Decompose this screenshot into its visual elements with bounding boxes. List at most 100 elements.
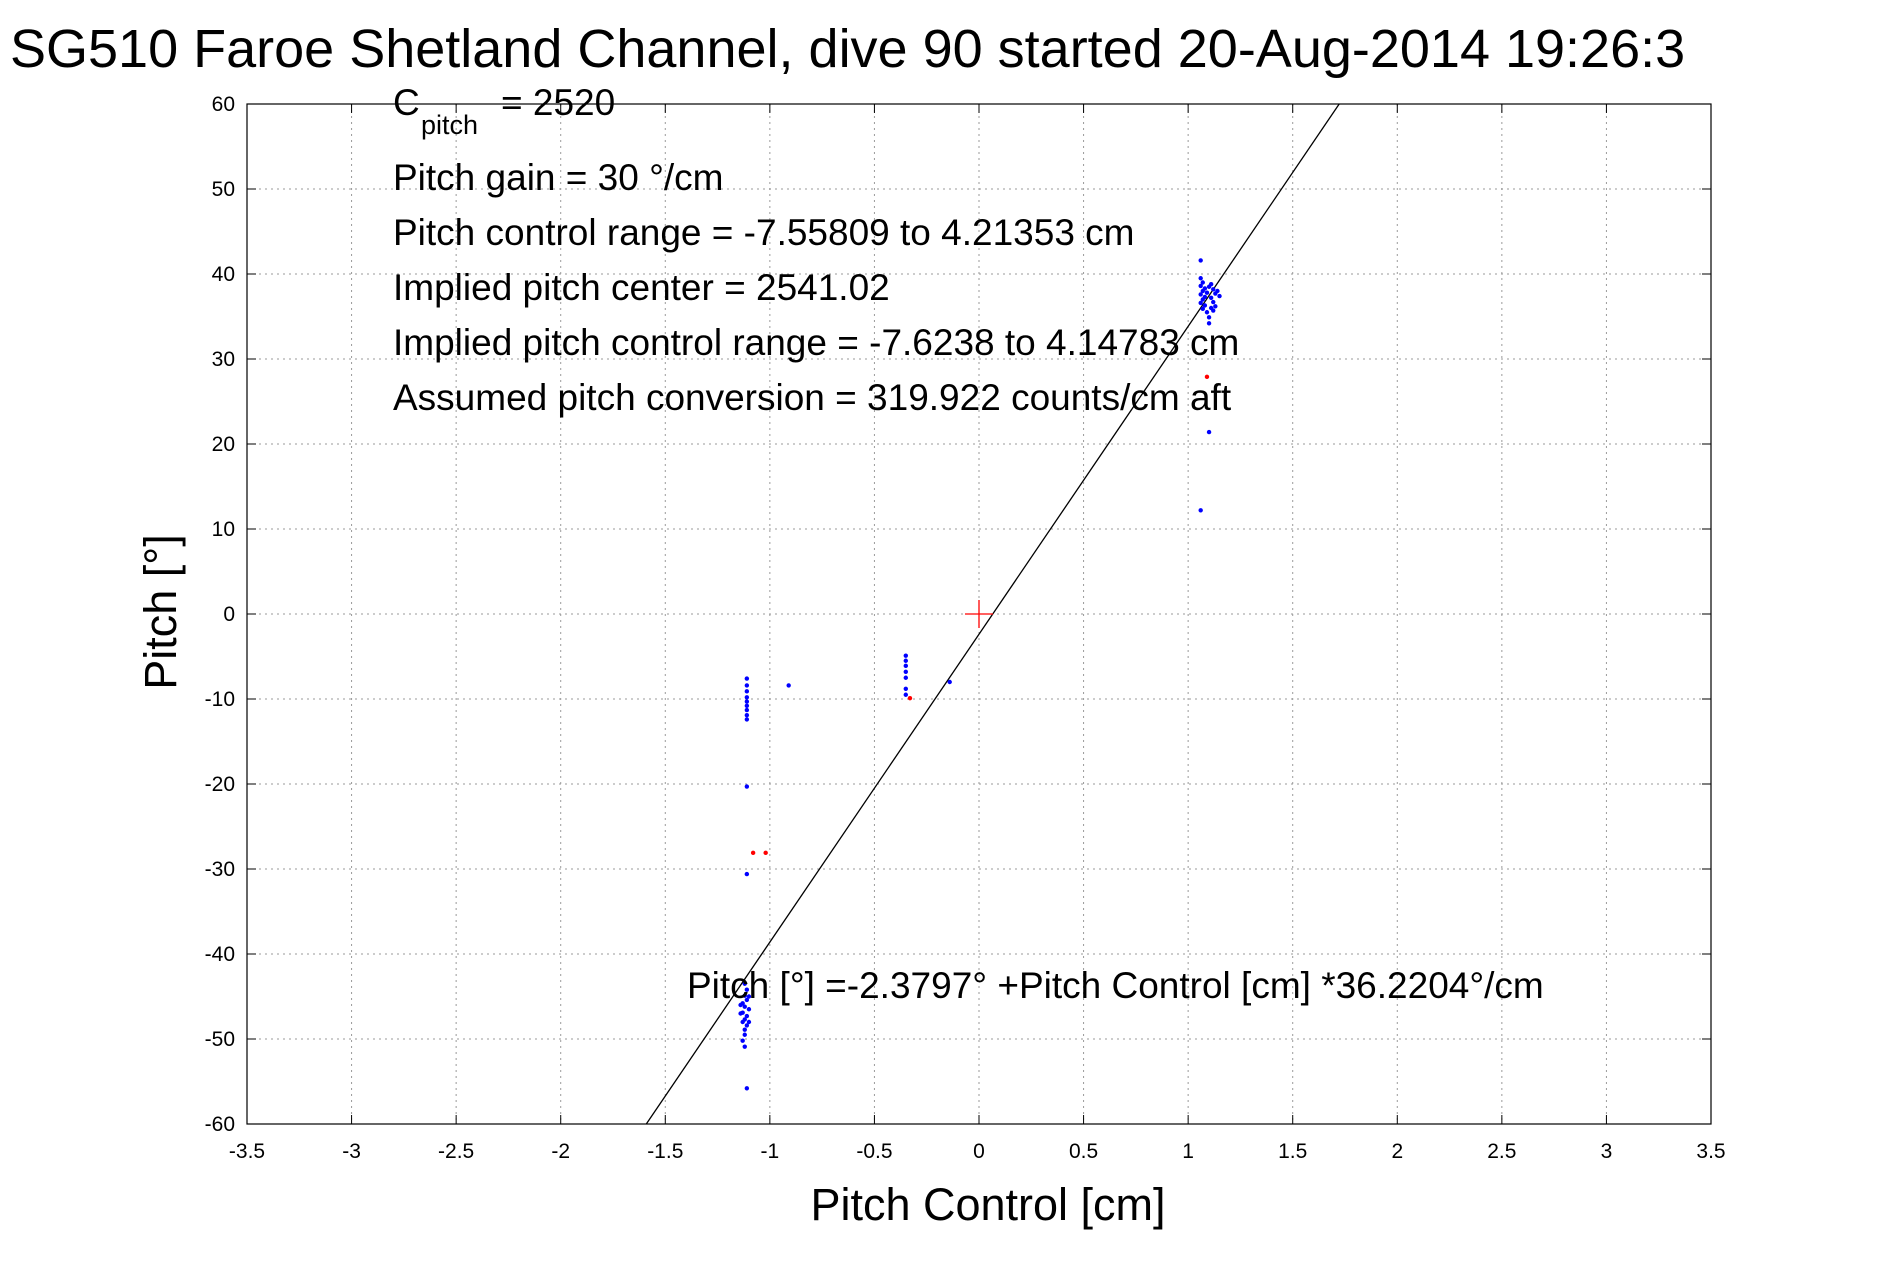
y-tick-label: 40 [212,263,235,286]
data-point [903,653,908,658]
data-point [947,679,952,685]
data-point [744,712,750,718]
annotation-implied-pitch-control-range: Implied pitch control range = -7.6238 to… [393,322,1239,363]
data-point [744,1086,750,1091]
x-tick-label: 2.5 [1487,1140,1516,1163]
data-point [746,1019,752,1025]
data-point [903,692,908,697]
annotation-pitch-gain: Pitch gain = 30 °/cm [393,157,724,198]
c-pitch-value: = 2520 [501,82,615,123]
data-point [740,1038,745,1043]
x-tick-label: -2.5 [438,1140,474,1163]
data-point [1198,258,1203,263]
y-tick-label: 20 [212,433,235,456]
data-point [744,784,750,789]
y-tick-label: 10 [212,518,235,541]
data-point [744,717,750,722]
annotation-assumed-pitch-conversion: Assumed pitch conversion = 319.922 count… [393,377,1232,418]
data-point [1206,321,1212,326]
x-axis-label: Pitch Control [cm] [810,1179,1165,1230]
annotation-c-pitch: C pitch = 2520 [393,82,615,140]
center-marker [965,600,993,628]
data-point [1198,300,1203,306]
y-tick-label: 60 [212,93,235,116]
annotation-implied-pitch-center: Implied pitch center = 2541.02 [393,267,890,308]
y-tick-label: -10 [205,688,235,711]
data-point [738,1002,743,1008]
x-tick-label: 0 [973,1140,985,1163]
data-point [903,675,908,680]
data-point [903,663,908,669]
x-tick-label: 1.5 [1278,1140,1307,1163]
data-point [1215,288,1220,294]
data-point [744,997,750,1003]
data-point [907,695,913,701]
x-tick-label: -3.5 [229,1140,265,1163]
data-point [744,699,750,704]
data-point [1211,287,1216,292]
data-point [742,1044,747,1049]
data-point [740,1019,745,1025]
x-axis-ticks: -3.5 -3 -2.5 -2 -1.5 -1 -0.5 0 0.5 1 1.5 2 2.5 3 3.5 [229,104,1726,1163]
y-tick-label: 0 [223,603,235,626]
data-point [903,686,908,691]
data-point [1204,310,1210,315]
data-point [903,658,908,663]
data-point [744,707,750,713]
data-point [1198,276,1203,281]
data-point [1200,280,1205,285]
y-tick-label: -20 [205,773,235,796]
data-point [744,676,750,681]
data-point [742,1027,747,1032]
data-point [744,689,750,694]
data-point [763,850,768,856]
data-point [1211,299,1216,305]
data-point [744,987,750,992]
data-point [750,850,756,856]
data-point [1206,429,1212,435]
data-point [903,669,908,674]
data-point [742,993,747,998]
data-point [742,1004,747,1009]
x-tick-label: 0.5 [1069,1140,1098,1163]
data-point [744,1013,750,1019]
x-tick-label: 3.5 [1696,1140,1725,1163]
y-tick-label: -50 [205,1028,235,1051]
data-point [742,1032,747,1037]
data-point [1198,292,1203,297]
data-point [738,1011,743,1016]
data-point [742,981,747,986]
data-point [1200,306,1205,312]
c-pitch-symbol: C [393,82,420,123]
data-point [744,683,750,688]
data-point [744,695,750,700]
data-point [1206,284,1212,289]
data-point [744,703,750,708]
data-point [1206,315,1212,320]
x-tick-label: -1.5 [647,1140,683,1163]
data-point [1198,508,1203,513]
data-point [1208,295,1214,300]
x-tick-label: -1 [761,1140,780,1163]
data-point [1213,304,1218,309]
data-point [786,683,791,688]
x-tick-label: 2 [1391,1140,1403,1163]
data-point [1217,293,1222,299]
chart-title: SG510 Faroe Shetland Channel, dive 90 st… [10,19,1685,79]
data-point [746,1007,752,1012]
y-tick-label: -40 [205,943,235,966]
annotation-fit-equation: Pitch [°] =-2.3797° +Pitch Control [cm] … [687,965,1544,1006]
x-tick-label: 1 [1182,1140,1194,1163]
y-axis-ticks: 60 50 40 30 20 10 0 -10 -20 -30 -40 -50 -60 [205,93,1711,1136]
data-point [1204,290,1210,295]
y-tick-label: 50 [212,178,235,201]
y-tick-label: 30 [212,348,235,371]
data-point [1200,297,1205,302]
c-pitch-subscript: pitch [421,110,478,140]
data-point [1200,288,1205,294]
data-point [1198,283,1203,289]
y-axis-label: Pitch [°] [135,534,186,690]
y-tick-label: -30 [205,858,235,881]
y-tick-label: -60 [205,1113,235,1136]
